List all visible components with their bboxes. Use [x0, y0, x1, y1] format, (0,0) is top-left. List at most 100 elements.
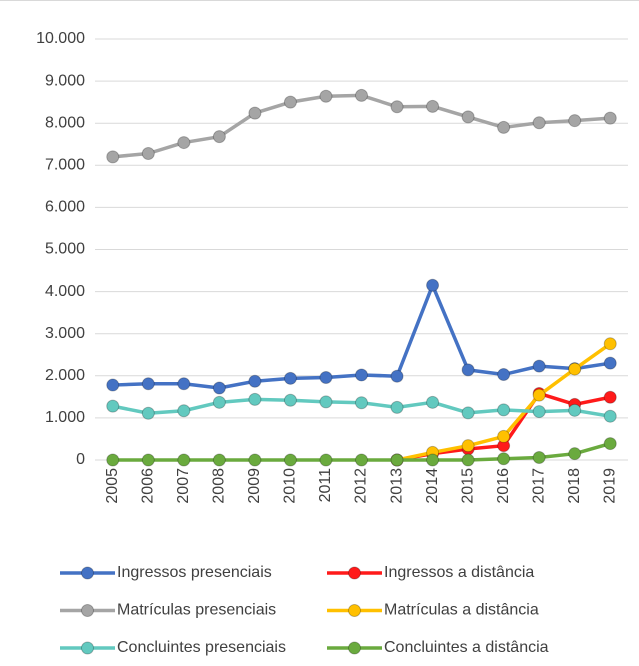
legend-label: Ingressos a distância	[384, 564, 534, 581]
series-marker	[106, 378, 120, 392]
series-marker	[283, 393, 297, 407]
series-marker	[212, 453, 226, 467]
x-tick-label: 2009	[246, 468, 263, 504]
series-marker	[106, 453, 120, 467]
series-marker	[141, 453, 155, 467]
series-marker	[497, 368, 511, 382]
y-tick-label: 2.000	[45, 367, 85, 384]
series-marker	[497, 120, 511, 134]
y-tick-label: 8.000	[45, 114, 85, 131]
series-marker	[212, 381, 226, 395]
x-tick-label: 2007	[175, 468, 192, 504]
series-marker	[532, 405, 546, 419]
series-marker	[461, 406, 475, 420]
series-marker	[319, 453, 333, 467]
legend-label: Matrículas a distância	[384, 602, 539, 619]
series-marker	[355, 453, 368, 467]
y-tick-label: 3.000	[45, 325, 85, 342]
series-marker	[177, 136, 191, 150]
legend-label: Concluintes a distância	[384, 639, 549, 656]
series-marker	[248, 106, 262, 120]
y-tick-label: 0	[76, 451, 85, 468]
series-marker	[532, 450, 546, 464]
series-marker	[603, 390, 617, 404]
x-tick-label: 2005	[104, 468, 121, 504]
x-tick-label: 2006	[140, 468, 157, 504]
series-marker	[355, 368, 368, 382]
series-marker	[568, 114, 582, 128]
series-marker	[106, 150, 120, 164]
series-marker	[177, 404, 191, 418]
x-tick-label: 2011	[317, 468, 334, 503]
series-marker	[390, 453, 404, 467]
series-marker	[106, 399, 120, 413]
y-tick-label: 10.000	[36, 30, 85, 47]
series-marker	[390, 400, 404, 414]
y-tick-label: 4.000	[45, 283, 85, 300]
series-marker	[248, 392, 262, 406]
series-marker	[319, 370, 333, 384]
legend-label: Matrículas presenciais	[117, 602, 276, 619]
series-marker	[497, 452, 511, 466]
series-marker	[212, 130, 226, 144]
legend-marker	[348, 641, 361, 655]
series-marker	[141, 377, 155, 391]
x-tick-label: 2013	[388, 468, 405, 504]
series-marker	[390, 369, 404, 383]
series-marker	[568, 403, 582, 417]
series-marker	[603, 437, 617, 451]
y-tick-label: 7.000	[45, 157, 85, 174]
series-marker	[283, 371, 297, 385]
series-marker	[603, 111, 617, 125]
series-marker	[461, 453, 475, 467]
x-tick-label: 2016	[495, 468, 512, 504]
x-tick-label: 2018	[566, 468, 583, 504]
y-tick-label: 9.000	[45, 72, 85, 89]
series-marker	[355, 88, 368, 102]
series-marker	[177, 377, 191, 391]
series-marker	[426, 99, 440, 113]
y-tick-label: 6.000	[45, 199, 85, 216]
series-marker	[141, 147, 155, 161]
y-tick-label: 5.000	[45, 241, 85, 258]
series-marker	[568, 362, 582, 376]
legend-marker	[81, 566, 94, 580]
x-tick-label: 2015	[459, 468, 476, 504]
series-marker	[426, 278, 440, 292]
series-marker	[248, 453, 262, 467]
series-marker	[603, 409, 617, 423]
series-marker	[603, 337, 617, 351]
x-tick-label: 2017	[530, 468, 547, 504]
legend-label: Concluintes presenciais	[117, 639, 286, 656]
series-marker	[603, 356, 617, 370]
series-marker	[177, 453, 191, 467]
series-marker	[283, 453, 297, 467]
series-marker	[461, 363, 475, 377]
series-marker	[532, 116, 546, 130]
y-tick-label: 1.000	[45, 409, 85, 426]
series-marker	[248, 374, 262, 388]
series-marker	[390, 100, 404, 114]
legend-marker	[348, 604, 361, 617]
series-marker	[319, 395, 333, 409]
series-marker	[426, 453, 440, 467]
series-marker	[212, 395, 226, 409]
series-marker	[532, 388, 546, 402]
series-marker	[355, 396, 368, 410]
x-tick-label: 2019	[601, 468, 618, 504]
series-marker	[568, 447, 582, 461]
legend-marker	[348, 566, 361, 580]
x-tick-label: 2014	[424, 468, 441, 504]
series-marker	[426, 395, 440, 409]
series-marker	[497, 429, 511, 443]
x-tick-label: 2010	[282, 468, 299, 504]
legend-marker	[81, 604, 94, 617]
legend-label: Ingressos presenciais	[117, 564, 272, 581]
series-marker	[497, 403, 511, 417]
series-marker	[461, 110, 475, 124]
series-marker	[141, 406, 155, 420]
series-marker	[532, 359, 546, 373]
series-marker	[319, 89, 333, 103]
